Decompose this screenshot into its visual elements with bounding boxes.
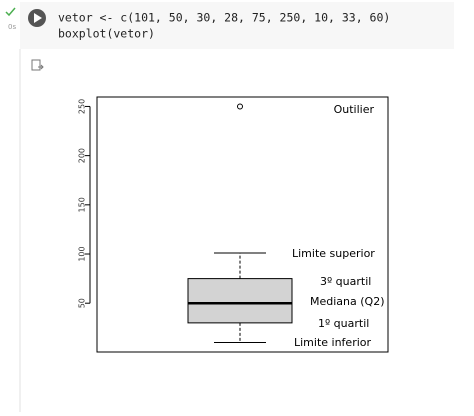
plot: 50 100 150 200 250 Outilier Limite superior 3º …	[78, 96, 389, 353]
status-check	[5, 7, 16, 17]
code-line: vetor <- c(101, 50, 30, 28, 75, 250, 10,…	[58, 11, 390, 25]
output-arrow	[38, 64, 44, 70]
y-tick-label: 50	[78, 298, 87, 308]
y-tick-label: 150	[78, 197, 87, 212]
annotation: Limite superior	[292, 247, 375, 260]
annotation: 1º quartil	[318, 317, 369, 330]
annotation: Mediana (Q2)	[310, 295, 385, 308]
output-icon[interactable]	[31, 59, 41, 71]
annotation: Outilier	[334, 103, 375, 116]
code-cell	[20, 2, 454, 49]
y-tick-label: 250	[78, 99, 87, 114]
run-icon	[34, 13, 42, 23]
box	[187, 278, 293, 324]
code-line: boxplot(vetor)	[58, 27, 155, 41]
annotation: 3º quartil	[320, 275, 371, 288]
outlier	[237, 103, 243, 110]
status-time: 0s	[8, 23, 16, 31]
annotation: Limite inferior	[294, 336, 372, 349]
y-tick-label: 200	[78, 148, 87, 163]
y-tick-label: 100	[78, 246, 87, 261]
